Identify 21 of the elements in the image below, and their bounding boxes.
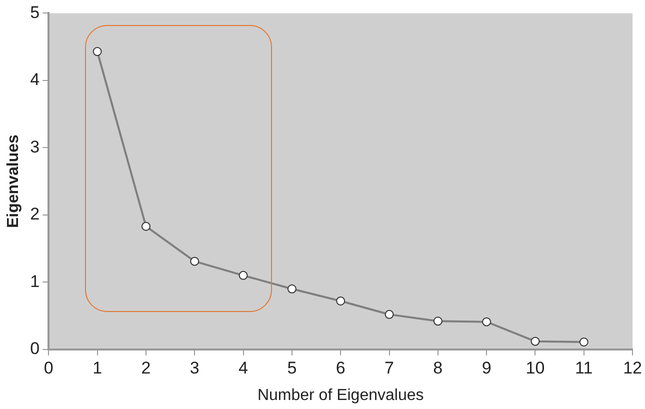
x-tick-label: 6	[336, 358, 346, 378]
x-tick-label: 12	[623, 358, 642, 378]
x-tick-label: 3	[190, 358, 200, 378]
y-tick-label: 0	[30, 339, 40, 358]
x-tick-label: 2	[141, 358, 151, 378]
x-tick-label: 0	[44, 358, 54, 378]
y-tick-label: 3	[30, 137, 40, 156]
x-tick-label: 5	[287, 358, 297, 378]
y-tick-label: 5	[30, 2, 40, 22]
x-tick-label: 8	[433, 358, 443, 378]
y-tick-label: 1	[30, 272, 40, 291]
x-tick-label: 4	[238, 358, 248, 378]
y-axis-title: Eigenvalues	[5, 134, 22, 228]
x-tick-label: 11	[575, 358, 593, 378]
x-tick-label: 1	[92, 358, 102, 378]
x-tick-label: 9	[482, 358, 492, 378]
x-tick-label: 10	[526, 358, 545, 378]
x-tick-label: 7	[384, 358, 394, 378]
y-tick-label: 2	[30, 204, 40, 224]
x-axis-title: Number of Eigenvalues	[257, 386, 424, 404]
y-tick-label: 4	[30, 70, 40, 90]
